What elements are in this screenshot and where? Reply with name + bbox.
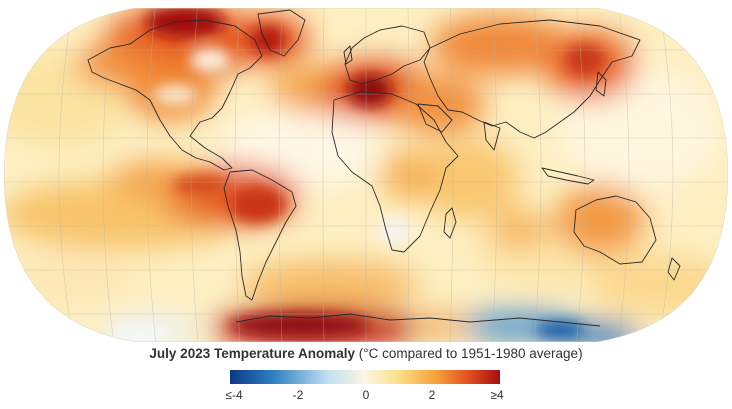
coastline-europe — [344, 25, 431, 85]
caption-title: July 2023 Temperature Anomaly — [149, 346, 356, 361]
legend-tick-label: ≤-4 — [225, 388, 243, 402]
coastline-south-america — [223, 169, 297, 301]
coastline-indonesia — [541, 167, 595, 185]
coastline-madagascar — [443, 207, 457, 239]
graticule-grid — [4, 8, 728, 342]
coastline-antarctica — [235, 313, 601, 327]
legend-tick-label: ≥4 — [490, 388, 504, 402]
legend-tick-label: 0 — [362, 388, 370, 402]
legend-tick-label: 2 — [428, 388, 436, 402]
coastline-uk — [343, 45, 353, 65]
legend-colorbar — [230, 370, 500, 384]
coastline-asia — [423, 19, 641, 139]
coastline-north-america — [87, 19, 263, 171]
coastline-japan — [595, 71, 607, 97]
coastline-australia — [573, 195, 657, 265]
caption-subtitle: (°C compared to 1951-1980 average) — [358, 346, 583, 361]
map-caption: July 2023 Temperature Anomaly (°C compar… — [0, 346, 732, 361]
temperature-anomaly-map — [4, 8, 728, 342]
colorbar-gradient — [230, 370, 500, 384]
coastlines — [87, 9, 681, 327]
anomaly-hotspots — [110, 8, 605, 342]
coastline-india — [483, 121, 501, 151]
coastline-greenland — [257, 9, 306, 57]
globe-surface — [4, 8, 728, 342]
coastline-arabia — [417, 103, 453, 133]
legend-tick-label: -2 — [292, 388, 304, 402]
coastline-new-zealand — [667, 257, 681, 281]
globe-outline — [4, 8, 728, 342]
